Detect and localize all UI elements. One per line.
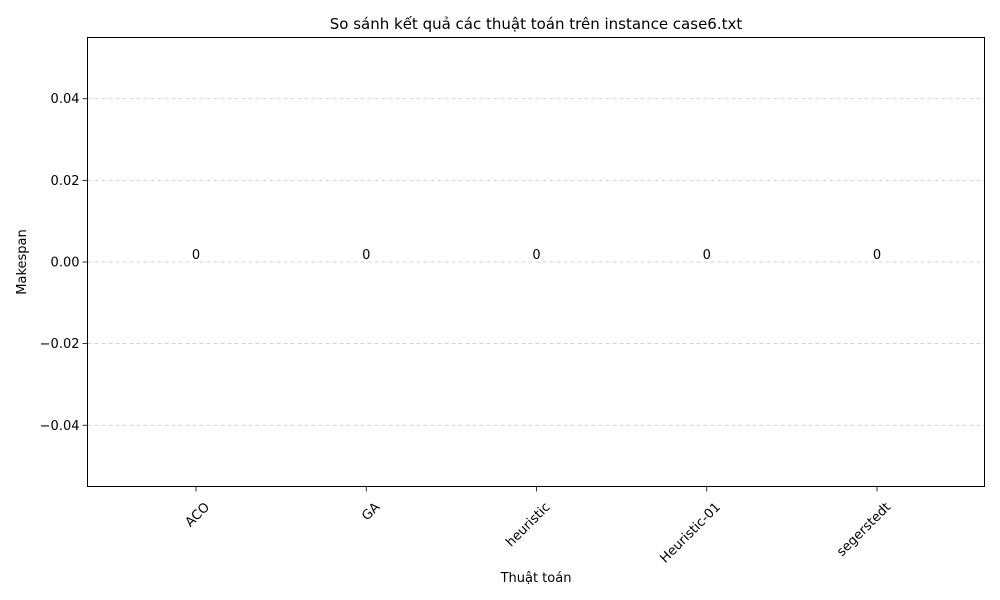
- bar-value-label: 0: [532, 248, 540, 263]
- y-axis-ticks: −0.04 −0.02 0.00 0.02 0.04: [40, 92, 88, 434]
- y-tick-label: 0.04: [51, 92, 80, 107]
- bar-value-label: 0: [873, 248, 881, 263]
- x-axis-title: Thuật toán: [500, 571, 572, 586]
- x-tick-label: heuristic: [503, 500, 553, 550]
- x-tick-label: Heuristic-01: [657, 500, 723, 566]
- y-tick-label: −0.04: [40, 419, 80, 434]
- y-tick-label: 0.02: [51, 174, 80, 189]
- gridlines: [87, 98, 985, 426]
- bar-value-label: 0: [703, 248, 711, 263]
- x-tick-label: segerstedt: [834, 500, 894, 560]
- y-axis-title: Makespan: [15, 229, 30, 294]
- bar-value-label: 0: [192, 248, 200, 263]
- y-tick-label: 0.00: [51, 256, 80, 271]
- chart-title: So sánh kết quả các thuật toán trên inst…: [330, 15, 743, 33]
- x-tick-label: ACO: [183, 500, 213, 530]
- x-tick-label: GA: [359, 500, 383, 524]
- bar-value-label: 0: [362, 248, 370, 263]
- y-tick-label: −0.02: [40, 337, 80, 352]
- data-labels: 0 0 0 0 0: [192, 248, 881, 263]
- x-axis-ticks: ACO GA heuristic Heuristic-01 segerstedt: [183, 486, 894, 566]
